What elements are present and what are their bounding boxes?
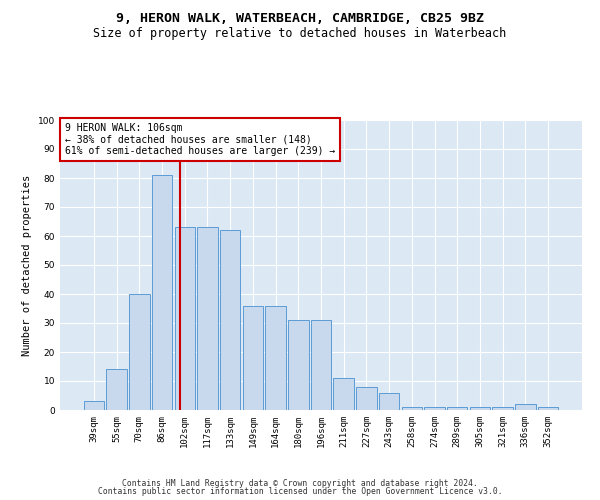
Bar	[175, 228, 195, 410]
Bar	[129, 294, 149, 410]
Bar	[493, 407, 513, 410]
Bar	[424, 407, 445, 410]
Bar	[470, 407, 490, 410]
Bar	[401, 407, 422, 410]
Text: Size of property relative to detached houses in Waterbeach: Size of property relative to detached ho…	[94, 28, 506, 40]
Bar	[515, 404, 536, 410]
Bar	[265, 306, 286, 410]
Text: 9, HERON WALK, WATERBEACH, CAMBRIDGE, CB25 9BZ: 9, HERON WALK, WATERBEACH, CAMBRIDGE, CB…	[116, 12, 484, 26]
Bar	[334, 378, 354, 410]
Text: 9 HERON WALK: 106sqm
← 38% of detached houses are smaller (148)
61% of semi-deta: 9 HERON WALK: 106sqm ← 38% of detached h…	[65, 123, 335, 156]
Bar	[106, 370, 127, 410]
Bar	[220, 230, 241, 410]
Bar	[242, 306, 263, 410]
Bar	[84, 402, 104, 410]
Text: Contains public sector information licensed under the Open Government Licence v3: Contains public sector information licen…	[98, 487, 502, 496]
Bar	[379, 392, 400, 410]
Bar	[356, 387, 377, 410]
Bar	[538, 407, 558, 410]
Bar	[447, 407, 467, 410]
Bar	[311, 320, 331, 410]
Y-axis label: Number of detached properties: Number of detached properties	[22, 174, 32, 356]
Bar	[197, 228, 218, 410]
Bar	[288, 320, 308, 410]
Text: Contains HM Land Registry data © Crown copyright and database right 2024.: Contains HM Land Registry data © Crown c…	[122, 478, 478, 488]
Bar	[152, 175, 172, 410]
